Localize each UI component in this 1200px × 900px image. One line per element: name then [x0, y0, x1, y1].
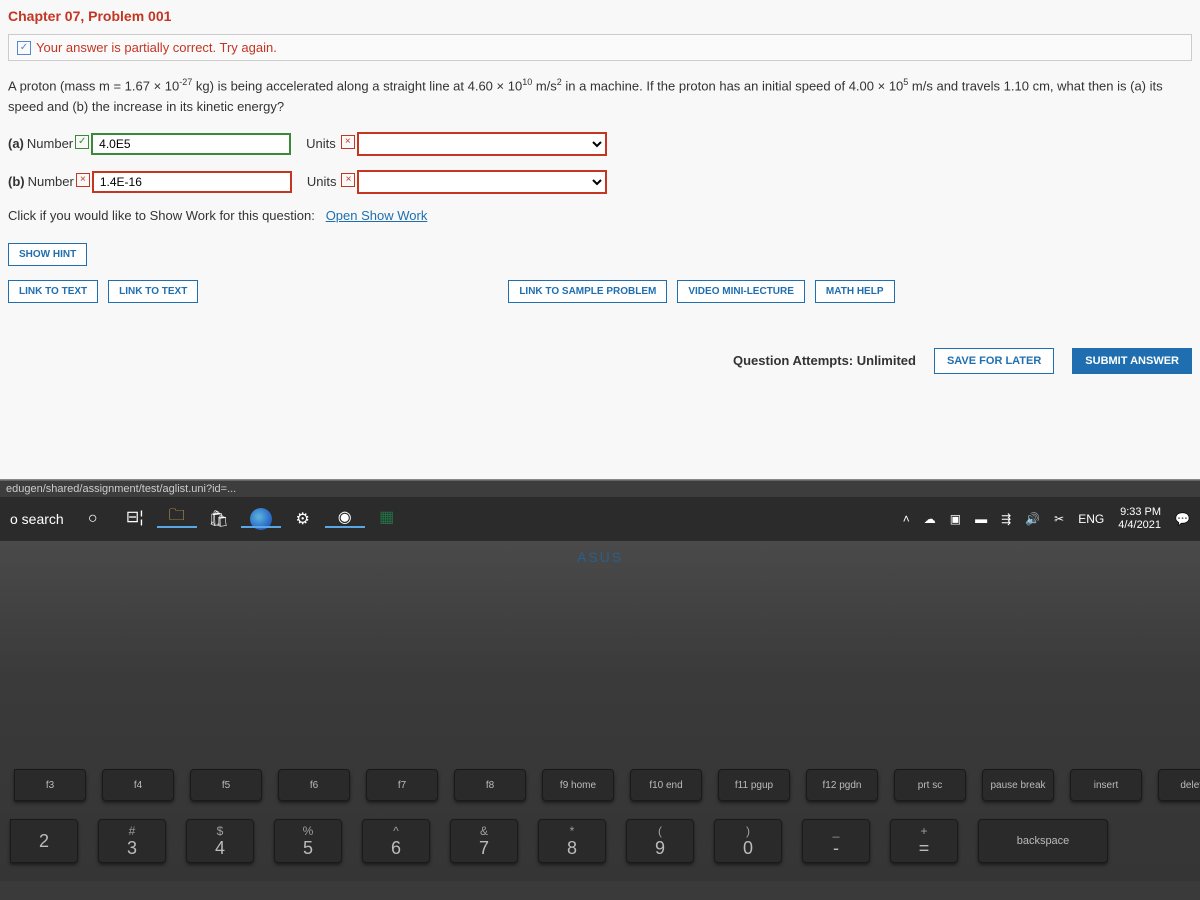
link-to-text-button[interactable]: LINK TO TEXT: [8, 280, 98, 303]
link-to-text-button[interactable]: LINK TO TEXT: [108, 280, 198, 303]
tray-snip-icon[interactable]: ✂: [1054, 512, 1064, 526]
units-label-a: Units: [306, 136, 336, 151]
link-to-sample-problem-button[interactable]: LINK TO SAMPLE PROBLEM: [508, 280, 667, 303]
open-show-work-link[interactable]: Open Show Work: [326, 208, 428, 223]
f5-key[interactable]: f5: [190, 769, 262, 801]
tray-app-icon[interactable]: ▣: [950, 512, 961, 526]
tray-chevron-icon[interactable]: ˄: [903, 512, 910, 526]
store-icon[interactable]: 🛍: [208, 508, 230, 530]
delete-key[interactable]: delete: [1158, 769, 1200, 801]
save-for-later-button[interactable]: SAVE FOR LATER: [934, 348, 1054, 374]
f7-key[interactable]: f7: [366, 769, 438, 801]
wrong-badge-icon: ×: [341, 135, 355, 149]
feedback-bar: ✓ Your answer is partially correct. Try …: [8, 34, 1192, 61]
tray-onedrive-icon[interactable]: ☁: [924, 512, 936, 526]
tray-battery-icon[interactable]: ▬: [975, 512, 987, 526]
key-2[interactable]: 2: [10, 819, 78, 863]
file-explorer-icon[interactable]: 🗀: [166, 508, 188, 530]
key-equals[interactable]: +=: [890, 819, 958, 863]
correct-badge-icon: ✓: [75, 135, 89, 149]
math-help-button[interactable]: MATH HELP: [815, 280, 895, 303]
part-b-label: (b): [8, 174, 25, 189]
laptop-brand-logo: ASUS: [577, 549, 623, 565]
units-label-b: Units: [307, 174, 337, 189]
insert-key[interactable]: insert: [1070, 769, 1142, 801]
key-0[interactable]: )0: [714, 819, 782, 863]
cortana-icon[interactable]: ○: [82, 508, 104, 530]
key-9[interactable]: (9: [626, 819, 694, 863]
key-6[interactable]: ^6: [362, 819, 430, 863]
f10-key[interactable]: f10 end: [630, 769, 702, 801]
f4-key[interactable]: f4: [102, 769, 174, 801]
key-4[interactable]: $4: [186, 819, 254, 863]
feedback-text: Your answer is partially correct. Try ag…: [36, 40, 277, 55]
function-key-row: f3 f4 f5 f6 f7 f8 f9 home f10 end f11 pg…: [10, 769, 1190, 801]
system-tray: ˄ ☁ ▣ ▬ ⇶ 🔊 ✂ ENG 9:33 PM 4/4/2021 💬: [903, 506, 1190, 532]
show-hint-button[interactable]: SHOW HINT: [8, 243, 87, 266]
f3-key[interactable]: f3: [14, 769, 86, 801]
tray-clock[interactable]: 9:33 PM 4/4/2021: [1118, 506, 1161, 532]
number-label-b: Number: [28, 174, 74, 189]
video-mini-lecture-button[interactable]: VIDEO MINI-LECTURE: [677, 280, 805, 303]
prtsc-key[interactable]: prt sc: [894, 769, 966, 801]
pause-key[interactable]: pause break: [982, 769, 1054, 801]
key-3[interactable]: #3: [98, 819, 166, 863]
search-text[interactable]: o search: [10, 511, 64, 527]
f12-key[interactable]: f12 pgdn: [806, 769, 878, 801]
homework-content: Chapter 07, Problem 001 ✓ Your answer is…: [0, 0, 1200, 480]
attempts-row: Question Attempts: Unlimited SAVE FOR LA…: [8, 348, 1192, 374]
laptop-surface: ASUS f3 f4 f5 f6 f7 f8 f9 home f10 end f…: [0, 541, 1200, 881]
number-key-row: 2 #3 $4 %5 ^6 &7 *8 (9 )0 _- += backspac…: [10, 819, 1190, 863]
windows-taskbar: o search ○ ⊟¦ 🗀 🛍 ⚙ ◉ ▦ ˄ ☁ ▣ ▬ ⇶ 🔊 ✂ EN…: [0, 497, 1200, 541]
backspace-key[interactable]: backspace: [978, 819, 1108, 863]
answer-a-input[interactable]: [91, 133, 291, 155]
status-url: edugen/shared/assignment/test/aglist.uni…: [6, 483, 236, 495]
hint-row: SHOW HINT: [8, 243, 1192, 266]
browser-statusbar: edugen/shared/assignment/test/aglist.uni…: [0, 480, 1200, 497]
settings-icon[interactable]: ⚙: [292, 508, 314, 530]
attempts-label: Question Attempts: Unlimited: [733, 353, 916, 368]
task-view-icon[interactable]: ⊟¦: [124, 508, 146, 530]
edge-icon[interactable]: [250, 508, 272, 530]
units-select-b[interactable]: [357, 170, 607, 194]
key-8[interactable]: *8: [538, 819, 606, 863]
answer-row-a: (a) Number ✓ Units ×: [8, 132, 1192, 156]
f6-key[interactable]: f6: [278, 769, 350, 801]
part-a-label: (a): [8, 136, 24, 151]
show-work-prompt: Click if you would like to Show Work for…: [8, 208, 1192, 223]
submit-answer-button[interactable]: SUBMIT ANSWER: [1072, 348, 1192, 374]
key-5[interactable]: %5: [274, 819, 342, 863]
number-label-a: Number: [27, 136, 73, 151]
tray-wifi-icon[interactable]: ⇶: [1001, 512, 1011, 526]
key-minus[interactable]: _-: [802, 819, 870, 863]
problem-statement: A proton (mass m = 1.67 × 10-27 kg) is b…: [8, 75, 1192, 118]
excel-icon[interactable]: ▦: [376, 508, 398, 530]
resource-links-row: LINK TO TEXT LINK TO TEXT LINK TO SAMPLE…: [8, 280, 1192, 303]
answer-row-b: (b) Number × Units ×: [8, 170, 1192, 194]
chrome-icon[interactable]: ◉: [334, 508, 356, 530]
f8-key[interactable]: f8: [454, 769, 526, 801]
key-7[interactable]: &7: [450, 819, 518, 863]
tray-lang[interactable]: ENG: [1078, 512, 1104, 526]
partial-correct-icon: ✓: [17, 41, 31, 55]
wrong-badge-icon: ×: [76, 173, 90, 187]
f9-key[interactable]: f9 home: [542, 769, 614, 801]
keyboard: f3 f4 f5 f6 f7 f8 f9 home f10 end f11 pg…: [0, 769, 1200, 881]
wrong-badge-icon: ×: [341, 173, 355, 187]
tray-volume-icon[interactable]: 🔊: [1025, 512, 1040, 526]
answer-b-input[interactable]: [92, 171, 292, 193]
chapter-title: Chapter 07, Problem 001: [8, 8, 1192, 24]
f11-key[interactable]: f11 pgup: [718, 769, 790, 801]
units-select-a[interactable]: [357, 132, 607, 156]
tray-notifications-icon[interactable]: 💬: [1175, 512, 1190, 526]
taskbar-app-icons: ○ ⊟¦ 🗀 🛍 ⚙ ◉ ▦: [82, 508, 398, 530]
